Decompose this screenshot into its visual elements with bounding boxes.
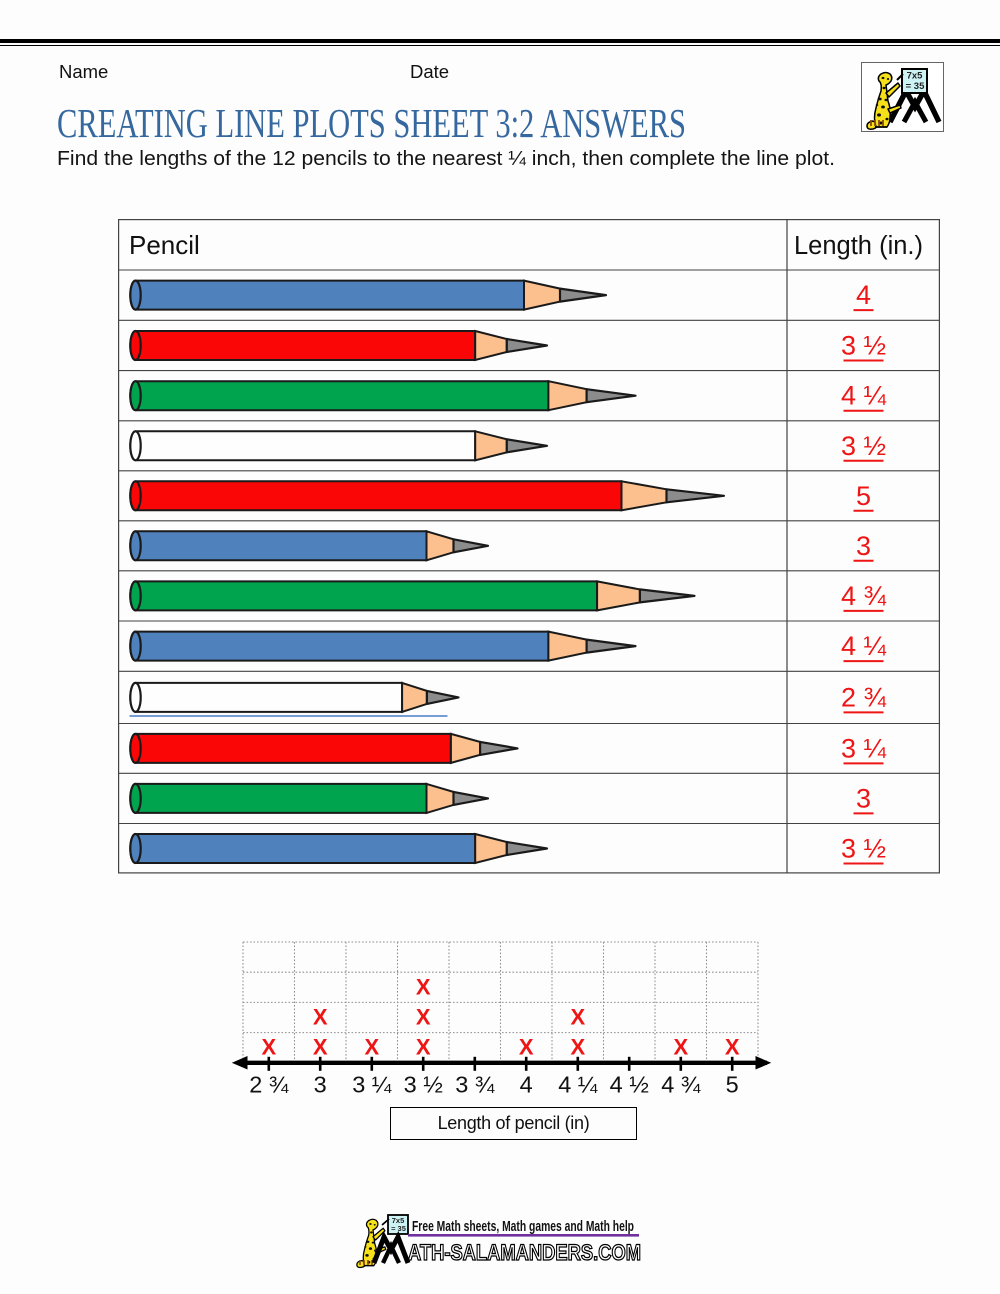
svg-text:X: X <box>725 1035 740 1060</box>
svg-text:X: X <box>570 1005 585 1030</box>
svg-text:4 ¼: 4 ¼ <box>841 381 887 411</box>
svg-text:3 ½: 3 ½ <box>841 834 886 864</box>
svg-text:7x5: 7x5 <box>907 71 924 82</box>
svg-text:= 35: = 35 <box>906 81 925 92</box>
svg-text:3 ¼: 3 ¼ <box>352 1071 392 1097</box>
svg-text:X: X <box>416 1005 431 1030</box>
svg-text:X: X <box>313 1035 328 1060</box>
svg-text:5: 5 <box>726 1071 739 1097</box>
svg-text:3: 3 <box>314 1071 327 1097</box>
svg-text:X: X <box>364 1035 379 1060</box>
svg-text:Free Math sheets, Math games a: Free Math sheets, Math games and Math he… <box>412 1218 634 1235</box>
svg-text:4 ¾: 4 ¾ <box>661 1071 701 1097</box>
svg-text:3 ½: 3 ½ <box>404 1071 443 1097</box>
svg-text:3 ¾: 3 ¾ <box>455 1071 495 1097</box>
svg-text:4 ½: 4 ½ <box>610 1071 649 1097</box>
svg-text:4 ¼: 4 ¼ <box>558 1071 598 1097</box>
svg-text:X: X <box>570 1035 585 1060</box>
svg-text:4 ¼: 4 ¼ <box>841 631 887 661</box>
svg-text:3: 3 <box>856 531 871 561</box>
svg-text:X: X <box>673 1035 688 1060</box>
svg-text:CREATING LINE PLOTS SHEET 3:2: CREATING LINE PLOTS SHEET 3:2 ANSWERS <box>57 100 686 146</box>
svg-text:ATH-SALAMANDERS.COM: ATH-SALAMANDERS.COM <box>408 1240 641 1265</box>
svg-text:= 35: = 35 <box>391 1224 406 1233</box>
svg-text:3 ¼: 3 ¼ <box>841 733 887 763</box>
svg-text:3 ½: 3 ½ <box>841 331 886 361</box>
svg-text:X: X <box>313 1005 328 1030</box>
svg-text:3 ½: 3 ½ <box>841 431 886 461</box>
svg-text:Length (in.): Length (in.) <box>794 232 923 260</box>
svg-text:X: X <box>416 1035 431 1060</box>
svg-text:Find the lengths of the 12 pen: Find the lengths of the 12 pencils to th… <box>57 148 835 170</box>
svg-text:X: X <box>416 974 431 999</box>
svg-text:2 ¾: 2 ¾ <box>249 1071 289 1097</box>
svg-text:X: X <box>261 1035 276 1060</box>
svg-text:4: 4 <box>856 280 871 310</box>
svg-text:5: 5 <box>856 481 871 511</box>
svg-text:4 ¾: 4 ¾ <box>841 581 887 611</box>
svg-text:4: 4 <box>520 1071 533 1097</box>
svg-text:7x5: 7x5 <box>392 1216 405 1225</box>
svg-text:Pencil: Pencil <box>129 230 200 260</box>
svg-text:3: 3 <box>856 783 871 813</box>
svg-text:2 ¾: 2 ¾ <box>841 682 887 712</box>
svg-text:X: X <box>519 1035 534 1060</box>
